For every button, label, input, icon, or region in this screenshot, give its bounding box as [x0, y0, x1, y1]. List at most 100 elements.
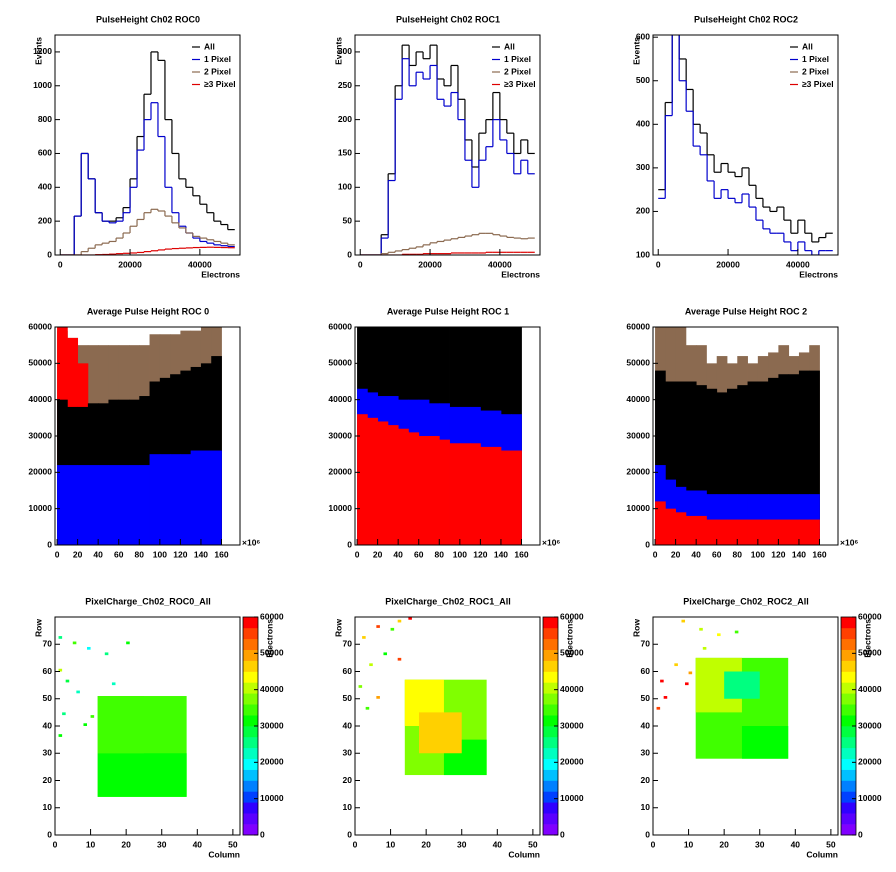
z-tick-label: 40000	[858, 684, 882, 694]
y-tick-label: 150	[338, 148, 352, 158]
y-tick-label: 0	[347, 249, 352, 259]
y-tick-label: 0	[47, 249, 52, 259]
heat-cell	[656, 706, 661, 710]
profile-column	[737, 385, 748, 545]
colorbar-band	[543, 802, 558, 814]
heat-cell	[397, 619, 402, 623]
colorbar-band	[841, 682, 856, 694]
z-tick-label: 10000	[260, 793, 284, 803]
colorbar-band	[841, 736, 856, 749]
y-tick-label: 40000	[626, 394, 650, 404]
x-tick-label: 0	[353, 839, 358, 849]
profile-column	[118, 465, 130, 545]
colorbar-band	[543, 649, 558, 661]
y-tick-label: 200	[636, 206, 650, 216]
colorbar-band	[841, 617, 856, 629]
x-tick-label: 40	[691, 549, 701, 559]
z-tick-label: 60000	[260, 611, 284, 621]
x-tick-label: 20000	[716, 259, 740, 269]
colorbar-band	[543, 671, 558, 683]
colorbar-band	[243, 780, 258, 792]
plot-frame	[354, 34, 541, 256]
colorbar-band	[841, 671, 856, 683]
y-tick-label: 50000	[328, 358, 352, 368]
x-axis-label: Electrons	[201, 269, 240, 279]
heat-cell	[376, 696, 380, 699]
colorbar-band	[243, 813, 258, 825]
heat-cell	[663, 696, 668, 699]
y-tick-label: 600	[636, 31, 650, 41]
z-axis-label: Electrons	[564, 619, 574, 658]
legend-label: ≥3 Pixel	[802, 79, 834, 89]
y-tick-label: 60000	[328, 321, 352, 331]
profile-column	[809, 370, 820, 545]
heat-cell	[376, 625, 380, 628]
profile-column	[788, 374, 800, 545]
colorbar-band	[841, 693, 856, 705]
y-tick-label: 40000	[328, 394, 352, 404]
y-tick-label: 200	[338, 114, 352, 124]
colorbar-band	[243, 627, 258, 640]
x-tick-label: 40000	[786, 259, 810, 269]
heat-cell	[58, 636, 63, 639]
x-tick-label: 80	[135, 549, 145, 559]
colorbar-band	[841, 627, 856, 640]
profile-column	[480, 446, 492, 545]
colorbar-band	[543, 791, 558, 803]
y-tick-label: 40000	[28, 394, 52, 404]
z-tick-label: 50000	[260, 648, 284, 658]
z-tick-label: 20000	[858, 757, 882, 767]
heat-cell	[674, 663, 678, 667]
plot-area	[58, 636, 187, 797]
profile-column	[716, 392, 728, 545]
x-tick-label: 40	[193, 839, 203, 849]
colorbar-band	[243, 671, 258, 683]
x-axis-label: Electrons	[799, 269, 838, 279]
profile-column	[190, 450, 202, 545]
y-tick-label: 20000	[28, 467, 52, 477]
z-tick-label: 30000	[560, 720, 584, 730]
heat-cell	[702, 646, 707, 650]
profile-column	[696, 515, 707, 545]
x-tick-label: 20	[421, 839, 431, 849]
y-tick-label: 40	[43, 720, 53, 730]
y-tick-label: 50000	[28, 358, 52, 368]
y-tick-label: 30000	[626, 430, 650, 440]
x-axis-label: Column	[508, 849, 540, 859]
plot-area	[57, 327, 222, 545]
y-tick-label: 20000	[626, 467, 650, 477]
profile-column	[768, 519, 779, 545]
y-tick-label: 40	[343, 720, 353, 730]
z-tick-label: 0	[858, 829, 863, 839]
y-tick-label: 30	[343, 748, 353, 758]
heat-cell	[688, 671, 693, 675]
y-tick-label: 30000	[328, 430, 352, 440]
colorbar-band	[543, 824, 558, 836]
x-multiplier: ×10⁶	[840, 537, 858, 547]
profile-column	[149, 454, 161, 545]
colorbar-band	[543, 769, 558, 781]
heat-cell	[717, 633, 721, 637]
y-tick-label: 400	[636, 119, 650, 129]
y-tick-label: 50	[43, 693, 53, 703]
x-tick-label: 50	[528, 839, 538, 849]
colorbar-band	[243, 715, 258, 727]
z-tick-label: 60000	[858, 611, 882, 621]
colorbar-band	[841, 802, 856, 814]
x-tick-label: 20000	[418, 259, 442, 269]
colorbar-band	[841, 638, 856, 650]
y-tick-label: 0	[47, 829, 52, 839]
y-tick-label: 400	[38, 182, 52, 192]
colorbar-band	[841, 660, 856, 672]
heat-cell	[734, 630, 739, 634]
profile-column	[798, 370, 810, 545]
profile-column	[665, 381, 677, 545]
profile-column	[170, 454, 181, 545]
y-tick-label: 0	[347, 829, 352, 839]
profile-column	[449, 443, 461, 545]
y-tick-label: 40	[641, 720, 651, 730]
colorbar-band	[543, 780, 558, 792]
chart-title: Average Pulse Height ROC 0	[87, 306, 209, 316]
z-tick-label: 20000	[260, 757, 284, 767]
